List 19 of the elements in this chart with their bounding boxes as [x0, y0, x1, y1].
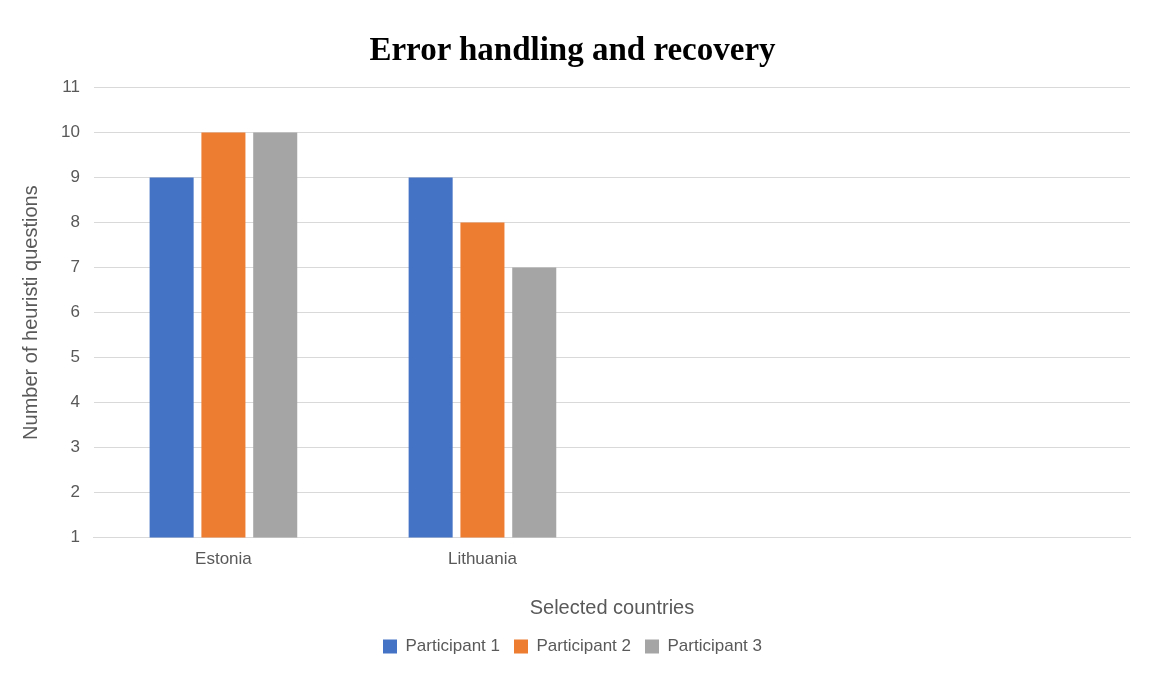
- y-axis-title: Number of heuristi questions: [18, 185, 41, 440]
- y-tick-label: 3: [70, 437, 80, 457]
- y-tick-label: 9: [70, 167, 80, 187]
- legend-label: Participant 3: [667, 636, 762, 656]
- x-tick-label: Estonia: [195, 549, 253, 569]
- x-axis-title: Selected countries: [529, 595, 695, 618]
- y-tick-label: 5: [70, 347, 80, 367]
- y-tick-label: 1: [70, 527, 80, 547]
- y-tick-label: 4: [70, 392, 80, 412]
- y-tick-label: 7: [70, 257, 80, 277]
- legend-label: Participant 2: [536, 636, 631, 656]
- y-tick-label: 6: [70, 302, 80, 322]
- x-tick-label: Lithuania: [447, 549, 518, 569]
- y-tick-label: 10: [60, 122, 80, 142]
- legend-label: Participant 1: [405, 636, 501, 656]
- y-tick-label: 11: [62, 77, 80, 97]
- chart-title: Error handling and recovery: [369, 31, 777, 68]
- y-tick-label: 2: [70, 482, 80, 502]
- y-tick-label: 8: [70, 212, 80, 232]
